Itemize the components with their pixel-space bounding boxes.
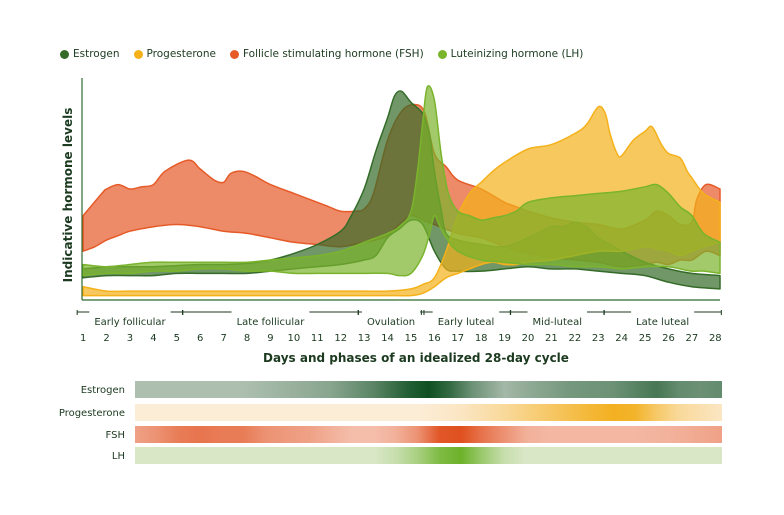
phase-label-mid-luteal: Mid-luteal [533, 317, 582, 328]
x-tick-label: 28 [709, 333, 722, 344]
legend-label: Estrogen [73, 48, 120, 60]
x-tick-label: 9 [267, 333, 273, 344]
x-tick-label: 22 [568, 333, 581, 344]
intensity-bar-progesterone [135, 404, 722, 421]
intensity-bar-label: Estrogen [81, 385, 125, 396]
x-tick-label: 10 [288, 333, 301, 344]
phase-label-late-follicular: Late follicular [237, 317, 306, 328]
phase-label-early-follicular: Early follicular [94, 317, 166, 328]
x-tick-label: 18 [475, 333, 488, 344]
x-tick-label: 1 [80, 333, 86, 344]
x-tick-label: 15 [405, 333, 418, 344]
intensity-bar-label: LH [112, 451, 125, 462]
x-tick-labels: 1 2 3 4 5 6 7 8 9 10 11 12 13 14 15 16 17 18 19 20 21 22 23 24 2… [80, 333, 722, 344]
chart-legend: Estrogen Progesterone Follicle stimulating… [60, 48, 583, 60]
x-tick-label: 16 [428, 333, 441, 344]
legend-label: Luteinizing hormone (LH) [450, 48, 584, 60]
x-tick-label: 7 [220, 333, 226, 344]
x-tick-label: 12 [334, 333, 347, 344]
series-areas [82, 85, 721, 297]
legend-marker [437, 49, 447, 59]
phase-label-early-luteal: Early luteal [438, 317, 495, 328]
legend-marker [60, 49, 69, 59]
x-tick-label: 20 [522, 333, 535, 344]
legend-item-progesterone: Progesterone [133, 48, 216, 60]
x-tick-label: 11 [311, 333, 324, 344]
intensity-bar-label: Progesterone [59, 408, 125, 419]
x-tick-label: 27 [686, 333, 699, 344]
legend-item-follicle-stimulating-hormone-fsh: Follicle stimulating hormone (FSH) [229, 48, 424, 60]
intensity-bar-estrogen [135, 381, 722, 398]
intensity-bar-label: FSH [106, 430, 125, 441]
legend-label: Follicle stimulating hormone (FSH) [242, 48, 424, 60]
x-tick-label: 19 [498, 333, 511, 344]
intensity-bar-lh [135, 447, 722, 464]
x-tick-label: 5 [174, 333, 180, 344]
x-tick-label: 4 [150, 333, 156, 344]
x-tick-label: 25 [639, 333, 652, 344]
x-tick-label: 3 [127, 333, 133, 344]
phase-label-ovulation: Ovulation [367, 317, 415, 328]
x-tick-label: 8 [244, 333, 250, 344]
x-tick-label: 17 [451, 333, 464, 344]
x-tick-label: 13 [358, 333, 371, 344]
legend-marker [229, 49, 239, 59]
series-area-luteinizing-hormone-lh [82, 85, 721, 277]
intensity-bars: Estrogen Progesterone FSH LH [59, 381, 722, 464]
x-axis-label: Days and phases of an idealized 28-day c… [263, 351, 569, 365]
x-tick-label: 23 [592, 333, 605, 344]
x-tick-label: 2 [103, 333, 109, 344]
x-tick-label: 24 [615, 333, 628, 344]
x-tick-label: 21 [545, 333, 558, 344]
legend-item-estrogen: Estrogen [60, 48, 120, 60]
y-axis-label: Indicative hormone levels [61, 108, 75, 283]
x-tick-label: 14 [381, 333, 394, 344]
legend-label: Progesterone [146, 48, 216, 60]
legend-marker [133, 49, 143, 59]
legend-item-luteinizing-hormone-lh: Luteinizing hormone (LH) [437, 48, 584, 60]
x-tick-label: 6 [197, 333, 203, 344]
x-tick-label: 26 [662, 333, 675, 344]
phase-brackets: Early follicular Late follicular Ovulation… [76, 310, 722, 328]
phase-label-late-luteal: Late luteal [636, 317, 689, 328]
intensity-bar-fsh [135, 426, 722, 443]
